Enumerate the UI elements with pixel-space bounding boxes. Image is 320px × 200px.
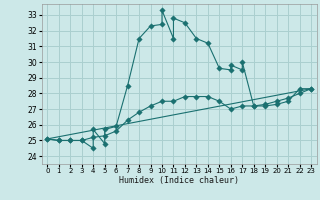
X-axis label: Humidex (Indice chaleur): Humidex (Indice chaleur)	[119, 176, 239, 185]
